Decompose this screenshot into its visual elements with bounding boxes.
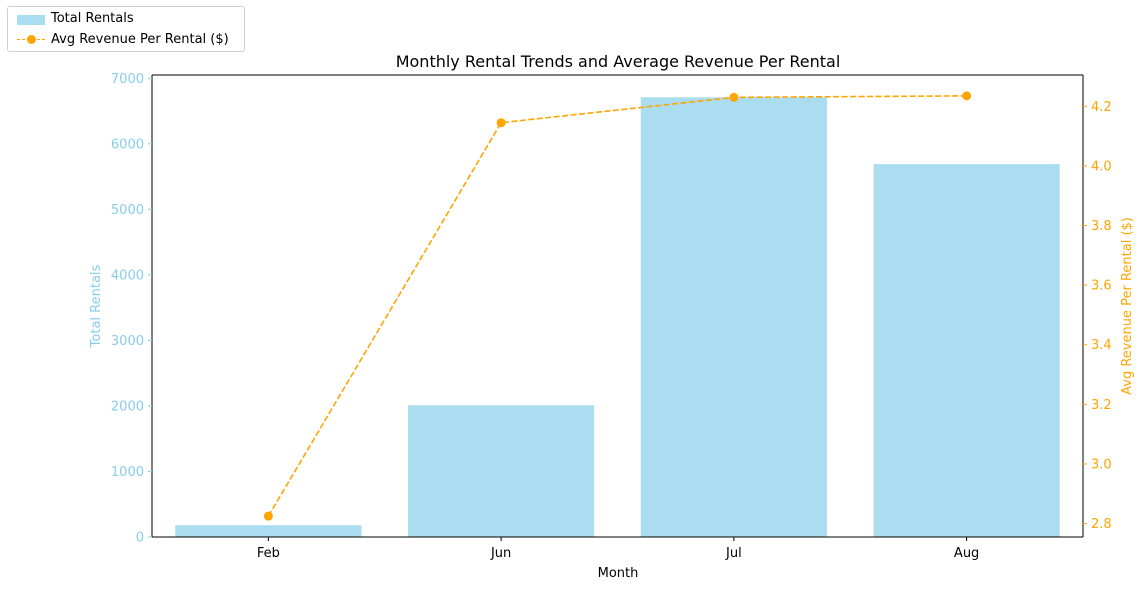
bar-feb [175, 525, 362, 537]
right-y-tick-label: 3.4 [1091, 338, 1112, 353]
left-y-tick-label: 7000 [111, 72, 144, 87]
right-y-tick-label: 4.0 [1091, 159, 1112, 174]
left-y-tick-label: 2000 [111, 399, 144, 414]
x-axis-label: Month [598, 566, 639, 581]
avg-revenue-line [267, 95, 967, 517]
avg-revenue-point-aug [962, 91, 972, 101]
legend-bar-swatch [17, 15, 45, 25]
right-y-tick-label: 3.8 [1091, 219, 1112, 234]
right-y-tick-label: 3.2 [1091, 398, 1112, 413]
x-tick-label: Aug [954, 546, 979, 561]
left-y-tick-label: 0 [136, 531, 144, 546]
avg-revenue-point-jun [496, 118, 506, 128]
x-tick-label: Jul [725, 546, 742, 561]
right-y-tick-label: 2.8 [1091, 517, 1112, 532]
left-y-tick-label: 5000 [111, 203, 144, 218]
legend: Total Rentals Avg Revenue Per Rental ($) [7, 6, 245, 52]
bar-jun [408, 405, 595, 537]
chart-title: Monthly Rental Trends and Average Revenu… [396, 52, 841, 71]
right-y-axis-label: Avg Revenue Per Rental ($) [1120, 217, 1135, 395]
right-y-tick-label: 3.6 [1091, 279, 1112, 294]
legend-marker-swatch [27, 35, 36, 44]
legend-label: Total Rentals [51, 11, 134, 26]
x-tick-label: Feb [257, 546, 280, 561]
bar-jul [640, 97, 827, 537]
right-y-tick-label: 3.0 [1091, 457, 1112, 472]
left-y-tick-label: 6000 [111, 137, 144, 152]
left-y-axis-label: Total Rentals [89, 264, 104, 348]
bar-aug [873, 164, 1060, 537]
left-y-tick-label: 1000 [111, 465, 144, 480]
left-y-tick-label: 3000 [111, 334, 144, 349]
legend-label: Avg Revenue Per Rental ($) [51, 32, 229, 47]
right-y-tick-label: 4.2 [1091, 100, 1112, 115]
left-y-tick-label: 4000 [111, 268, 144, 283]
avg-revenue-point-jul [729, 92, 739, 102]
avg-revenue-point-feb [263, 511, 273, 521]
x-tick-label: Jun [490, 546, 511, 561]
